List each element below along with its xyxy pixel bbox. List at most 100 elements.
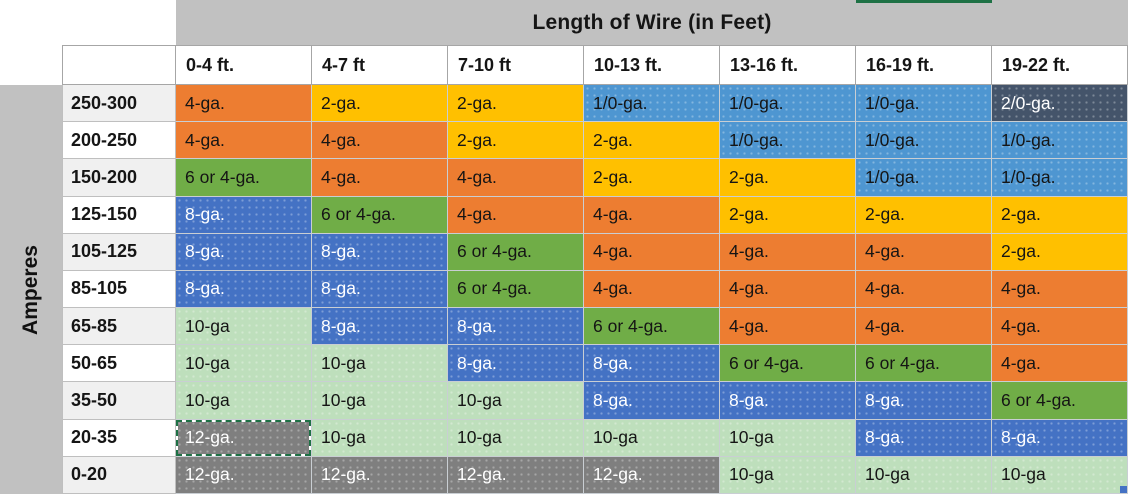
table-cell[interactable]: 8-ga. (312, 270, 448, 309)
table-cell[interactable]: 8-ga. (584, 382, 720, 420)
table-cell[interactable]: 4-ga. (720, 270, 856, 309)
table-cell[interactable]: 6 or 4-ga. (720, 345, 856, 383)
table-cell[interactable]: 10-ga (176, 345, 312, 383)
row-header[interactable]: 250-300 (62, 85, 176, 123)
table-cell[interactable]: 4-ga. (856, 270, 992, 309)
table-cell[interactable]: 12-ga. (176, 456, 312, 494)
row-header[interactable]: 35-50 (62, 382, 176, 420)
fill-handle[interactable] (1120, 486, 1127, 493)
column-header[interactable]: 4-7 ft (312, 45, 448, 85)
table-cell[interactable]: 8-ga. (856, 419, 992, 457)
table-cell[interactable]: 4-ga. (584, 196, 720, 234)
table-cell[interactable]: 1/0-ga. (584, 85, 720, 123)
table-cell[interactable]: 1/0-ga. (992, 122, 1128, 160)
table-cell[interactable]: 10-ga (992, 456, 1128, 494)
row-header[interactable]: 65-85 (62, 308, 176, 346)
table-cell[interactable]: 4-ga. (720, 308, 856, 346)
table-cell[interactable]: 8-ga. (720, 382, 856, 420)
table-cell[interactable]: 6 or 4-ga. (448, 233, 584, 271)
table-cell[interactable]: 4-ga. (448, 196, 584, 234)
cell-value: 8-ga. (1001, 427, 1041, 448)
table-cell[interactable]: 10-ga (448, 419, 584, 457)
row-header[interactable]: 200-250 (62, 122, 176, 160)
table-cell[interactable]: 6 or 4-ga. (312, 196, 448, 234)
table-cell[interactable]: 6 or 4-ga. (584, 308, 720, 346)
table-cell[interactable]: 10-ga (448, 382, 584, 420)
table-cell[interactable]: 12-ga. (584, 456, 720, 494)
table-cell[interactable]: 4-ga. (856, 233, 992, 271)
cell-value: 10-ga (185, 352, 230, 373)
table-cell[interactable]: 6 or 4-ga. (856, 345, 992, 383)
table-cell[interactable]: 12-ga. (312, 456, 448, 494)
table-cell[interactable]: 1/0-ga. (856, 122, 992, 160)
table-cell[interactable]: 4-ga. (176, 122, 312, 160)
corner-cell[interactable] (62, 45, 176, 85)
table-cell[interactable]: 10-ga (856, 456, 992, 494)
table-cell[interactable]: 6 or 4-ga. (448, 270, 584, 309)
table-cell[interactable]: 8-ga. (856, 382, 992, 420)
column-header[interactable]: 13-16 ft. (720, 45, 856, 85)
row-header[interactable]: 20-35 (62, 419, 176, 457)
table-cell[interactable]: 1/0-ga. (720, 122, 856, 160)
table-cell[interactable]: 4-ga. (720, 233, 856, 271)
table-cell[interactable]: 6 or 4-ga. (992, 382, 1128, 420)
row-header[interactable]: 125-150 (62, 196, 176, 234)
table-cell[interactable]: 4-ga. (992, 270, 1128, 309)
table-cell[interactable]: 2-ga. (312, 85, 448, 123)
column-header[interactable]: 10-13 ft. (584, 45, 720, 85)
table-cell[interactable]: 8-ga. (448, 308, 584, 346)
table-cell[interactable]: 2-ga. (720, 196, 856, 234)
row-header[interactable]: 0-20 (62, 456, 176, 494)
table-cell[interactable]: 10-ga (176, 308, 312, 346)
table-cell[interactable]: 2-ga. (720, 159, 856, 197)
table-cell[interactable]: 6 or 4-ga. (176, 159, 312, 197)
table-cell[interactable]: 4-ga. (176, 85, 312, 123)
table-cell[interactable]: 2-ga. (584, 159, 720, 197)
table-cell[interactable]: 4-ga. (584, 270, 720, 309)
table-cell[interactable]: 2-ga. (448, 122, 584, 160)
table-cell[interactable]: 10-ga (176, 382, 312, 420)
table-cell[interactable]: 10-ga (312, 345, 448, 383)
table-cell[interactable]: 10-ga (312, 419, 448, 457)
table-cell[interactable]: 10-ga (720, 456, 856, 494)
table-cell[interactable]: 8-ga. (584, 345, 720, 383)
column-header[interactable]: 16-19 ft. (856, 45, 992, 85)
table-cell[interactable]: 8-ga. (448, 345, 584, 383)
table-cell[interactable]: 4-ga. (992, 308, 1128, 346)
table-cell[interactable]: 1/0-ga. (992, 159, 1128, 197)
table-cell[interactable]: 2-ga. (448, 85, 584, 123)
row-header[interactable]: 85-105 (62, 270, 176, 309)
table-cell[interactable]: 1/0-ga. (856, 159, 992, 197)
table-cell[interactable]: 2-ga. (584, 122, 720, 160)
table-cell[interactable]: 12-ga. (448, 456, 584, 494)
table-cell[interactable]: 10-ga (720, 419, 856, 457)
table-cell[interactable]: 10-ga (584, 419, 720, 457)
table-cell[interactable]: 8-ga. (992, 419, 1128, 457)
table-cell[interactable]: 8-ga. (312, 308, 448, 346)
table-cell[interactable]: 4-ga. (312, 122, 448, 160)
table-cell[interactable]: 2-ga. (992, 233, 1128, 271)
table-cell[interactable]: 2/0-ga. (992, 85, 1128, 123)
table-cell[interactable]: 4-ga. (448, 159, 584, 197)
table-cell[interactable]: 2-ga. (992, 196, 1128, 234)
column-header[interactable]: 19-22 ft. (992, 45, 1128, 85)
table-cell[interactable]: 8-ga. (176, 270, 312, 309)
row-header[interactable]: 50-65 (62, 345, 176, 383)
table-cell[interactable]: 1/0-ga. (720, 85, 856, 123)
column-header[interactable]: 0-4 ft. (176, 45, 312, 85)
table-cell[interactable]: 1/0-ga. (856, 85, 992, 123)
table-cell[interactable]: 4-ga. (584, 233, 720, 271)
column-header[interactable]: 7-10 ft (448, 45, 584, 85)
table-cell[interactable]: 4-ga. (856, 308, 992, 346)
table-cell[interactable]: 2-ga. (856, 196, 992, 234)
table-cell[interactable]: 10-ga (312, 382, 448, 420)
table-cell[interactable]: 8-ga. (312, 233, 448, 271)
row-header[interactable]: 150-200 (62, 159, 176, 197)
row-header[interactable]: 105-125 (62, 233, 176, 271)
table-cell[interactable]: 8-ga. (176, 233, 312, 271)
table-cell[interactable]: 4-ga. (312, 159, 448, 197)
table-cell[interactable]: 8-ga. (176, 196, 312, 234)
table-cell[interactable]: 4-ga. (992, 345, 1128, 383)
table-cell[interactable]: 12-ga. (176, 419, 312, 457)
